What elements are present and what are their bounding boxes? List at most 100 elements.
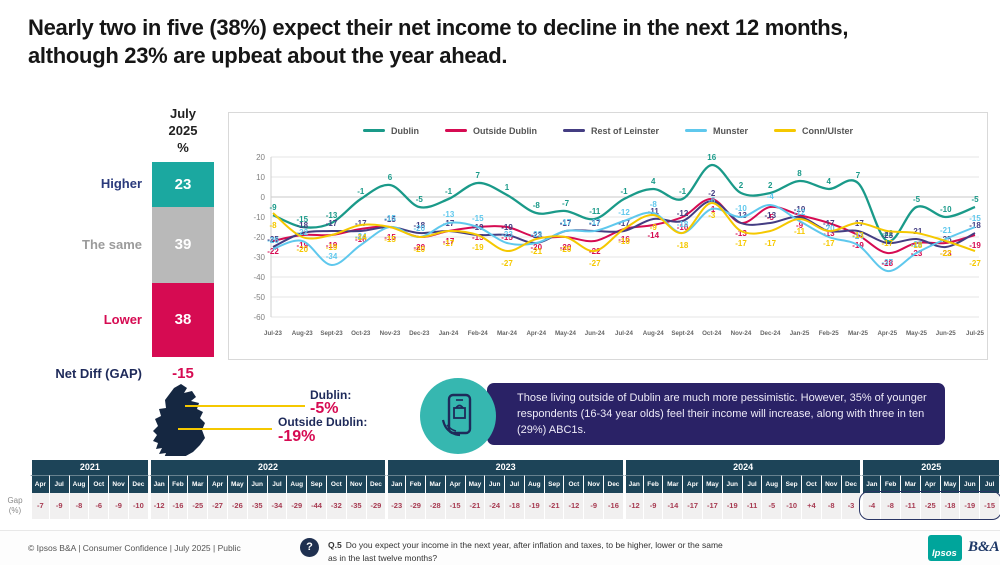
svg-text:4: 4	[651, 177, 656, 186]
svg-text:-18: -18	[969, 221, 981, 230]
svg-text:16: 16	[707, 153, 716, 162]
gap-value-cell: -10	[128, 493, 149, 519]
gap-value-cell: -28	[425, 493, 446, 519]
bar-segment-the-same: 39	[152, 206, 214, 283]
svg-text:Apr-24: Apr-24	[526, 330, 546, 337]
gap-value-cell: -5	[762, 493, 783, 519]
svg-text:-13: -13	[326, 211, 338, 220]
svg-text:-20: -20	[413, 224, 425, 233]
gap-value-cell: -11	[901, 493, 921, 519]
month-header: Aug	[69, 475, 90, 493]
svg-text:-16: -16	[618, 235, 630, 244]
svg-text:-27: -27	[589, 259, 601, 268]
svg-text:-8: -8	[650, 200, 658, 209]
svg-text:Apr-25: Apr-25	[877, 330, 897, 337]
svg-text:-10: -10	[677, 223, 689, 232]
ireland-map-icon	[136, 382, 218, 461]
bar-column-header: July 2025 %	[168, 106, 198, 155]
gap-value-cell: -17	[683, 493, 704, 519]
svg-text:-17: -17	[589, 218, 601, 227]
month-header: Dec	[128, 475, 149, 493]
svg-text:-10: -10	[735, 204, 747, 213]
gap-value-cell: -15	[445, 493, 466, 519]
month-header: Feb	[168, 475, 189, 493]
svg-text:2: 2	[768, 181, 773, 190]
svg-text:-15: -15	[384, 215, 396, 224]
net-diff-label: Net Diff (GAP)	[55, 366, 142, 381]
month-header: Jul	[980, 475, 1000, 493]
month-header: Dec	[841, 475, 862, 493]
svg-text:-18: -18	[413, 221, 425, 230]
month-header: Nov	[346, 475, 367, 493]
svg-text:-17: -17	[618, 219, 630, 228]
svg-text:-22: -22	[940, 249, 952, 258]
svg-text:-9: -9	[269, 203, 277, 212]
svg-text:-5: -5	[767, 213, 775, 222]
legend-item-dublin: Dublin	[362, 122, 419, 139]
month-header: Jul	[505, 475, 525, 493]
legend-label: Dublin	[390, 125, 419, 136]
map-pointer-lines	[178, 405, 305, 430]
outside-dublin-value: -19%	[278, 428, 316, 445]
svg-text:-19: -19	[326, 243, 338, 252]
gap-value-cell: -27	[208, 493, 228, 519]
gap-value-cell: -35	[346, 493, 367, 519]
year-header-2022: 2022	[148, 460, 387, 475]
gap-value-cell: -4	[861, 493, 882, 519]
month-header: May	[703, 475, 723, 493]
month-header: Mar	[901, 475, 921, 493]
svg-text:-22: -22	[296, 228, 308, 237]
svg-text:-17: -17	[560, 218, 572, 227]
gap-value-cell: -9	[643, 493, 664, 519]
svg-text:-15: -15	[501, 233, 513, 242]
month-header: Oct	[326, 475, 347, 493]
svg-text:-12: -12	[794, 208, 806, 217]
svg-text:Dec-23: Dec-23	[409, 330, 430, 337]
month-header: Feb	[881, 475, 902, 493]
gap-value-cell: -34	[267, 493, 288, 519]
gap-value-cell: -19	[524, 493, 545, 519]
gap-value-cell: -6	[89, 493, 110, 519]
svg-text:-20: -20	[530, 243, 542, 252]
legend-label: Rest of Leinster	[590, 125, 659, 136]
svg-text:-11: -11	[589, 207, 601, 216]
svg-text:Jul-23: Jul-23	[264, 330, 282, 337]
month-header: Aug	[762, 475, 783, 493]
gap-value-cell: -3	[841, 493, 862, 519]
month-header: Mar	[663, 475, 684, 493]
svg-text:Sept-24: Sept-24	[671, 330, 694, 337]
svg-text:-3: -3	[708, 211, 716, 220]
svg-text:-27: -27	[501, 259, 513, 268]
svg-text:-19: -19	[326, 241, 338, 250]
svg-text:-5: -5	[416, 195, 424, 204]
bar-segment-higher: 23	[152, 162, 214, 207]
month-header: Nov	[821, 475, 842, 493]
gap-row-label: Gap (%)	[0, 493, 30, 519]
svg-text:-13: -13	[443, 210, 455, 219]
svg-text:-13: -13	[735, 229, 747, 238]
svg-text:-5: -5	[913, 195, 921, 204]
gap-value-cell: -32	[326, 493, 347, 519]
svg-text:-24: -24	[355, 232, 367, 241]
month-header: Jul	[49, 475, 70, 493]
svg-text:-24: -24	[852, 232, 864, 241]
svg-text:Jun-25: Jun-25	[936, 330, 957, 337]
chart-legend: Dublin Outside Dublin Rest of Leinster Muns…	[229, 113, 987, 139]
svg-text:-6: -6	[708, 196, 716, 205]
gap-value-cell: -9	[584, 493, 605, 519]
page-title: Nearly two in five (38%) expect their ne…	[28, 15, 849, 68]
month-header: May	[465, 475, 486, 493]
svg-text:-34: -34	[326, 252, 338, 261]
gap-value-cell: -19	[960, 493, 981, 519]
stacked-bar: 23 39 38	[152, 162, 214, 357]
legend-item-rest-of-leinster: Rest of Leinster	[562, 122, 659, 139]
svg-text:-17: -17	[735, 239, 747, 248]
svg-text:-40: -40	[253, 273, 265, 282]
svg-text:-12: -12	[618, 208, 630, 217]
month-header: Sep	[782, 475, 803, 493]
svg-text:Jan-25: Jan-25	[790, 330, 810, 337]
gap-value-cell: -9	[109, 493, 129, 519]
svg-text:-20: -20	[413, 243, 425, 252]
gap-value-cell: -19	[722, 493, 743, 519]
